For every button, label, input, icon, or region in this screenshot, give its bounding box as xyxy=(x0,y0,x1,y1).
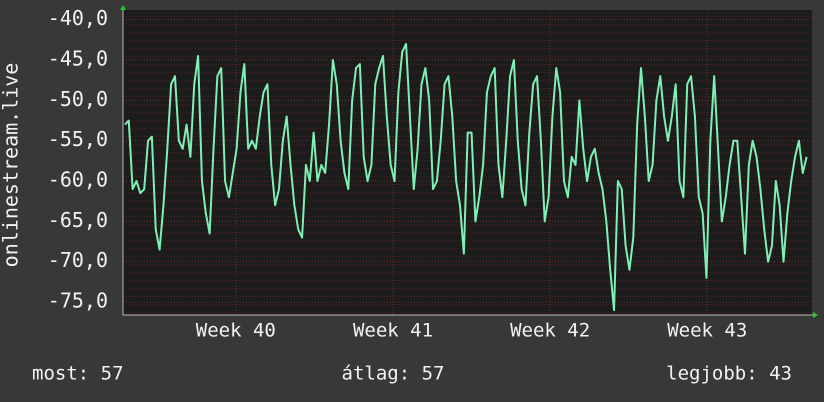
x-tick-label: Week 41 xyxy=(353,320,433,342)
y-arrow xyxy=(120,5,126,10)
x-tick-label: Week 42 xyxy=(510,320,590,342)
x-tick-label: Week 40 xyxy=(196,320,276,342)
y-tick-label: -40,0 xyxy=(48,6,108,30)
y-tick-label: -65,0 xyxy=(48,208,108,232)
y-tick-label: -60,0 xyxy=(48,168,108,192)
x-tick-label: Week 43 xyxy=(667,320,747,342)
marks xyxy=(124,42,808,312)
stat-best: legjobb: 43 xyxy=(666,363,792,385)
y-tick-label: -70,0 xyxy=(48,248,108,272)
y-tick-label: -50,0 xyxy=(48,87,108,111)
data-line xyxy=(124,42,808,312)
stat-average: átlag: 57 xyxy=(342,363,445,385)
y-axis-label: onlinestream.live xyxy=(0,63,23,268)
y-tick-label: -55,0 xyxy=(48,127,108,151)
x-arrow xyxy=(813,312,818,318)
stat-current: most: 57 xyxy=(32,363,124,385)
y-tick-label: -75,0 xyxy=(48,289,108,313)
y-tick-label: -45,0 xyxy=(48,47,108,71)
